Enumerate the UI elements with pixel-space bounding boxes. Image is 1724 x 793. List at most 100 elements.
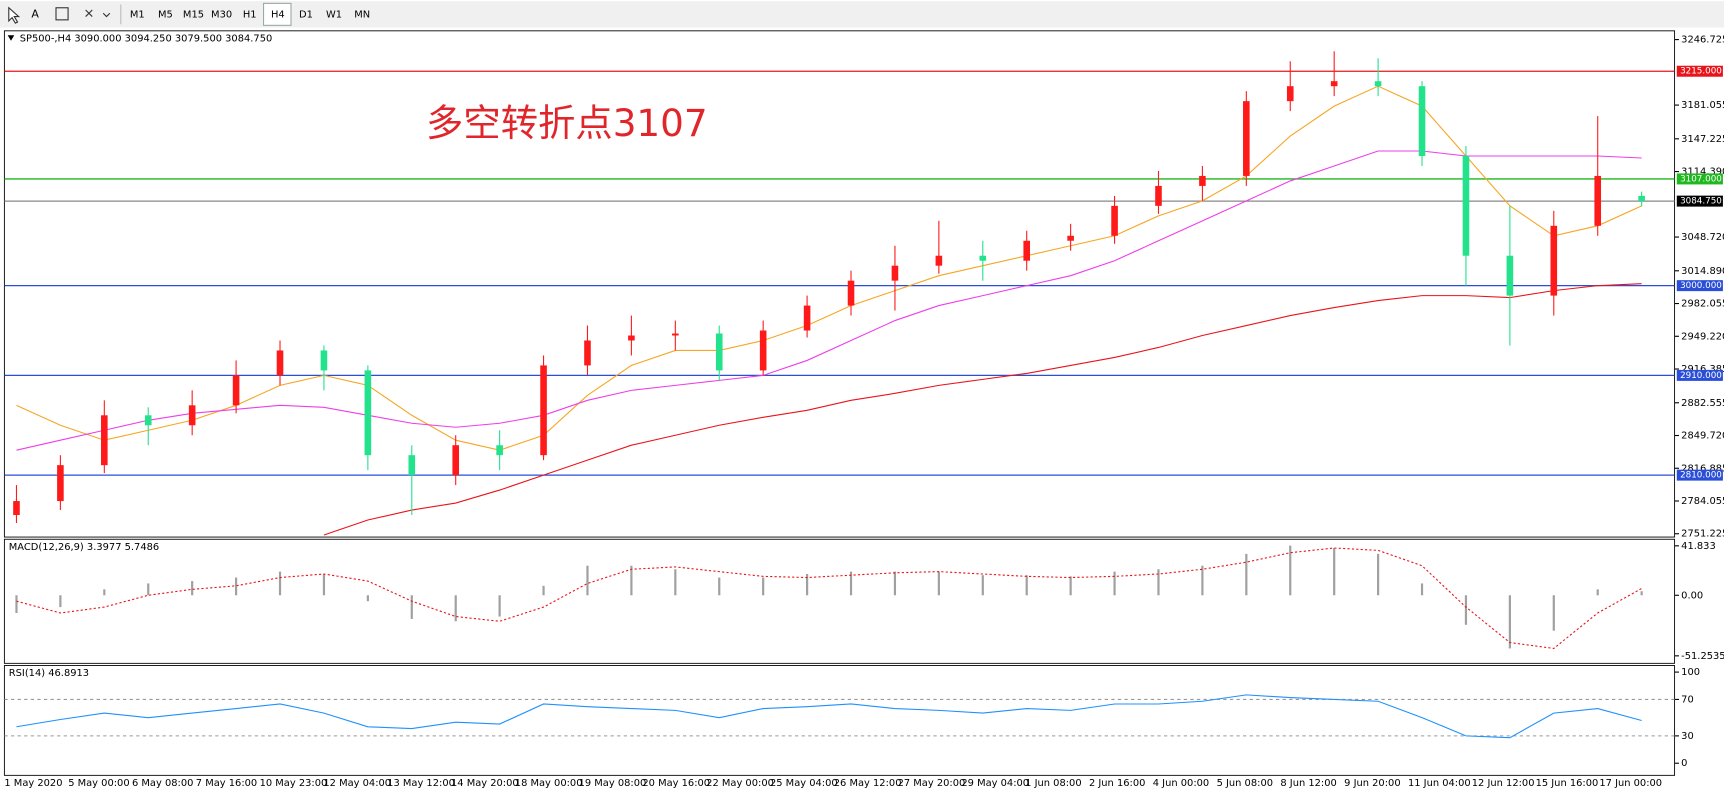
timeframe-button[interactable]: M30 <box>211 9 232 20</box>
rsi-title: RSI(14) 46.8913 <box>9 668 89 679</box>
candle-body <box>847 280 855 306</box>
rsi-line <box>16 694 1642 739</box>
candle-body <box>715 333 723 371</box>
timeframe-button[interactable]: H1 <box>243 9 257 20</box>
macd-signal <box>16 547 1642 650</box>
candle-body <box>232 375 240 406</box>
candle-body <box>1506 255 1514 296</box>
rsi-panel <box>3 665 1676 776</box>
candle-body <box>1067 235 1074 241</box>
candle-body <box>1023 240 1031 261</box>
level-tag <box>1676 195 1723 207</box>
timeframe-button[interactable]: D1 <box>299 9 313 20</box>
timeframe-button[interactable]: M15 <box>183 9 204 20</box>
x-tick-label: 19 May 08:00 <box>579 778 647 789</box>
candle-body <box>979 255 987 261</box>
candle-body <box>1418 86 1426 156</box>
candle-body <box>452 445 460 476</box>
candle-body <box>540 365 547 456</box>
x-tick-label: 2 Jun 16:00 <box>1089 778 1145 789</box>
x-tick-label: 5 May 00:00 <box>68 778 129 789</box>
candle-body <box>759 330 767 371</box>
moving-average <box>16 85 1642 451</box>
moving-average <box>323 283 1642 536</box>
active-timeframe <box>262 2 292 26</box>
x-tick-label: 13 May 12:00 <box>387 778 455 789</box>
candle-body <box>1243 101 1250 176</box>
level-label: 3215.000 <box>1680 67 1722 77</box>
candle-body <box>1111 205 1118 236</box>
candle-body <box>188 405 196 426</box>
x-tick-label: 5 Jun 08:00 <box>1217 778 1273 789</box>
x-tick-label: 17 Jun 00:00 <box>1599 778 1662 789</box>
y-tick-label: 2816.885 <box>1681 463 1724 474</box>
timeframe-button[interactable]: M5 <box>158 9 173 20</box>
y-tick-label: 3181.055 <box>1681 100 1724 111</box>
x-tick-label: 6 May 08:00 <box>132 778 193 789</box>
moving-average <box>16 150 1642 451</box>
candle-body <box>672 333 679 336</box>
y-tick-label: 3147.225 <box>1681 134 1724 145</box>
y-tick-label: 2916.385 <box>1681 364 1724 375</box>
candle-body <box>628 335 635 341</box>
shapes-tool[interactable] <box>85 9 111 18</box>
y-tick-label: 2949.220 <box>1681 331 1724 342</box>
candle-body <box>276 350 284 376</box>
candle-body <box>408 455 416 476</box>
y-tick-label: 100 <box>1681 667 1700 678</box>
x-tick-label: 10 May 23:00 <box>260 778 328 789</box>
timeframe-button[interactable]: MN <box>354 9 370 20</box>
x-tick-label: 1 Jun 08:00 <box>1025 778 1081 789</box>
timeframe-button[interactable]: M1 <box>130 9 145 20</box>
x-tick-label: 25 May 04:00 <box>770 778 838 789</box>
y-tick-label: 2751.225 <box>1681 529 1724 540</box>
candle-body <box>1638 195 1645 202</box>
x-tick-label: 26 May 12:00 <box>834 778 902 789</box>
x-tick-label: 14 May 20:00 <box>451 778 519 789</box>
y-tick-label: 41.833 <box>1681 541 1716 552</box>
text-tool[interactable]: A <box>31 7 39 20</box>
candle-body <box>1199 175 1206 186</box>
timeframe-button[interactable]: H4 <box>271 9 285 20</box>
level-label: 2810.000 <box>1680 471 1722 481</box>
x-tick-label: 29 May 04:00 <box>961 778 1029 789</box>
y-tick-label: -51.2535 <box>1681 651 1724 662</box>
y-tick-label: 2882.555 <box>1681 398 1724 409</box>
candle-body <box>496 445 503 456</box>
y-tick-label: 0.00 <box>1681 590 1703 601</box>
candle-body <box>1550 225 1558 296</box>
x-tick-label: 7 May 16:00 <box>196 778 257 789</box>
level-label: 3107.000 <box>1680 174 1722 184</box>
candle-body <box>584 340 591 366</box>
timeframe-button[interactable]: W1 <box>326 9 342 20</box>
x-tick-label: 4 Jun 00:00 <box>1153 778 1209 789</box>
x-tick-label: 27 May 20:00 <box>898 778 966 789</box>
cursor-icon[interactable] <box>8 6 21 24</box>
x-tick-label: 11 Jun 04:00 <box>1408 778 1471 789</box>
main-panel <box>3 30 1676 538</box>
x-tick-label: 12 May 04:00 <box>323 778 391 789</box>
candle-body <box>1155 185 1162 206</box>
candle-body <box>1594 175 1602 226</box>
macd-title: MACD(12,26,9) 3.3977 5.7486 <box>9 542 159 553</box>
level-label: 2910.000 <box>1680 371 1722 381</box>
level-tag <box>1676 173 1723 185</box>
y-tick-label: 3048.720 <box>1681 232 1724 243</box>
candle-body <box>320 350 328 371</box>
x-tick-label: 20 May 16:00 <box>642 778 710 789</box>
level-tag <box>1676 369 1723 381</box>
y-tick-label: 30 <box>1681 731 1694 742</box>
y-tick-label: 2982.055 <box>1681 299 1724 310</box>
macd-panel <box>3 538 1676 664</box>
x-tick-label: 22 May 00:00 <box>706 778 774 789</box>
x-tick-label: 1 May 2020 <box>4 778 62 789</box>
header-marker <box>7 35 15 41</box>
candle-body <box>1286 86 1294 102</box>
x-tick-label: 15 Jun 16:00 <box>1536 778 1599 789</box>
y-tick-label: 3114.390 <box>1681 167 1724 178</box>
candle-body <box>57 465 64 502</box>
candle-body <box>364 370 372 456</box>
label-tool[interactable] <box>55 7 69 21</box>
